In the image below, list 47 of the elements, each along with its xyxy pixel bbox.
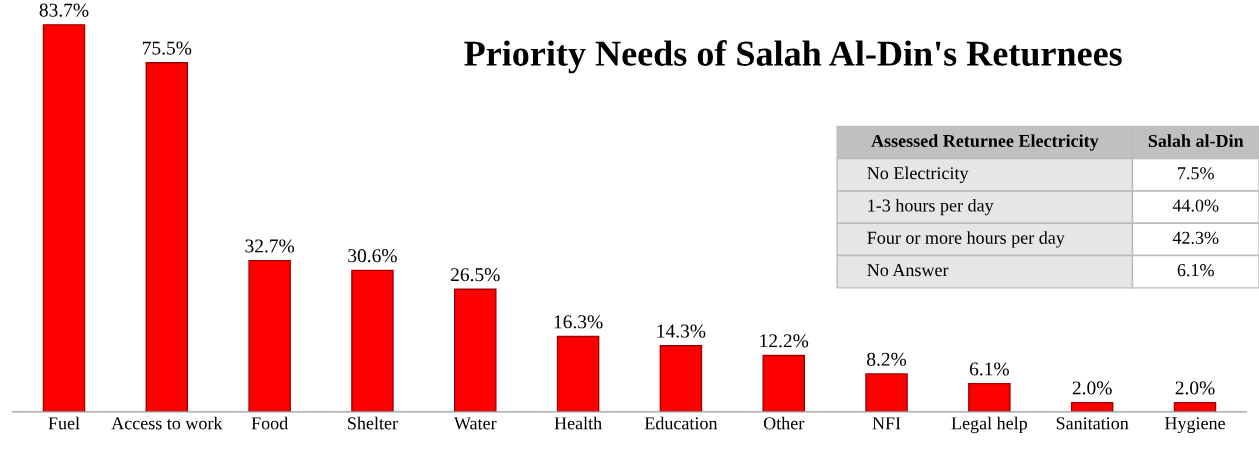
text: Assessed Returnee Electricity: [871, 134, 1099, 151]
x-tick-label: Water: [453, 417, 497, 430]
bar: [145, 62, 189, 412]
bar: [351, 269, 394, 412]
data-label: 16.3%: [554, 315, 603, 329]
data-label: 2.0%: [1072, 381, 1112, 395]
data-label: 44.0%: [1172, 199, 1219, 212]
x-tick-label: Sanitation: [1056, 417, 1129, 430]
data-label: 6.1%: [1177, 264, 1214, 277]
data-label: 83.7%: [39, 3, 89, 17]
category-label: No Electricity: [867, 166, 969, 184]
data-label: 75.5%: [142, 41, 192, 55]
x-tick-label: Shelter: [348, 416, 398, 430]
x-tick-label: Hygiene: [1164, 417, 1225, 434]
data-label: 14.3%: [657, 324, 706, 338]
x-tick-label: Health: [554, 416, 602, 430]
data-label: 6.1%: [969, 362, 1009, 376]
data-label: 30.6%: [348, 249, 397, 263]
bar: [1173, 401, 1217, 412]
data-label: 7.5%: [1178, 167, 1214, 180]
bar: [968, 382, 1011, 412]
data-label: 12.2%: [760, 334, 809, 348]
x-tick-label: Education: [644, 416, 718, 430]
bar: [762, 354, 805, 412]
text: Salah al-Din: [1148, 134, 1244, 148]
bar: [248, 259, 291, 412]
x-tick-label: Food: [251, 416, 288, 430]
data-label: 26.5%: [451, 268, 500, 282]
x-tick-label: Fuel: [48, 416, 80, 430]
bar: [454, 288, 497, 412]
category-label: 1-3 hours per day: [868, 198, 994, 216]
bar: [42, 24, 86, 412]
data-label: 2.0%: [1175, 381, 1215, 395]
x-tick-label: Other: [763, 416, 805, 430]
x-tick-label: NFI: [872, 417, 901, 430]
x-tick-label: Legal help: [951, 416, 1028, 434]
bar: [865, 373, 908, 412]
data-label: 32.7%: [245, 239, 295, 253]
category-label: Four or more hours per day: [867, 231, 1065, 248]
bar: [1070, 401, 1114, 412]
bar: [556, 335, 600, 412]
chart-title: Priority Needs of Salah Al-Din's Returnees: [464, 40, 1122, 74]
category-label: No Answer: [867, 264, 949, 277]
data-label: 42.3%: [1172, 231, 1219, 244]
x-tick-label: Access to work: [111, 416, 223, 430]
data-label: 8.2%: [867, 352, 907, 366]
bar: [659, 345, 703, 412]
